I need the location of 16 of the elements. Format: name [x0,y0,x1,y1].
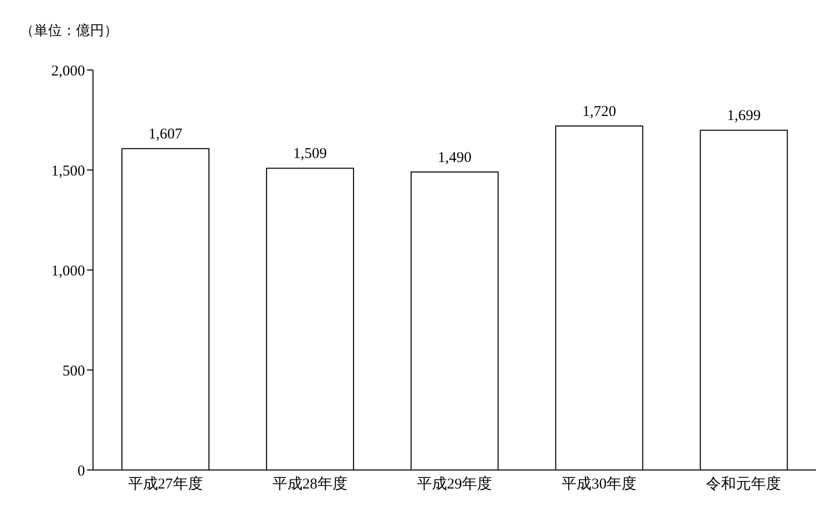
y-tick-label: 1,000 [51,263,85,280]
x-tick-label: 令和元年度 [706,476,782,493]
y-tick-label: 2,000 [51,63,85,80]
x-tick-label: 平成30年度 [562,476,637,493]
x-tick-label: 平成28年度 [272,476,348,493]
x-tick-label: 平成29年度 [417,476,492,493]
data-label: 1,509 [293,146,327,162]
y-tick-label: 0 [78,463,85,480]
data-label: 1,490 [438,150,472,166]
data-label: 1,699 [726,108,761,124]
data-label: 1,607 [148,126,183,143]
y-axis-title: （単位：億円） [20,22,118,40]
y-tick-label: 1,500 [51,163,85,180]
x-tick-label: 平成27年度 [128,476,203,493]
y-tick-label: 500 [62,363,85,380]
data-label: 1,720 [582,104,616,120]
